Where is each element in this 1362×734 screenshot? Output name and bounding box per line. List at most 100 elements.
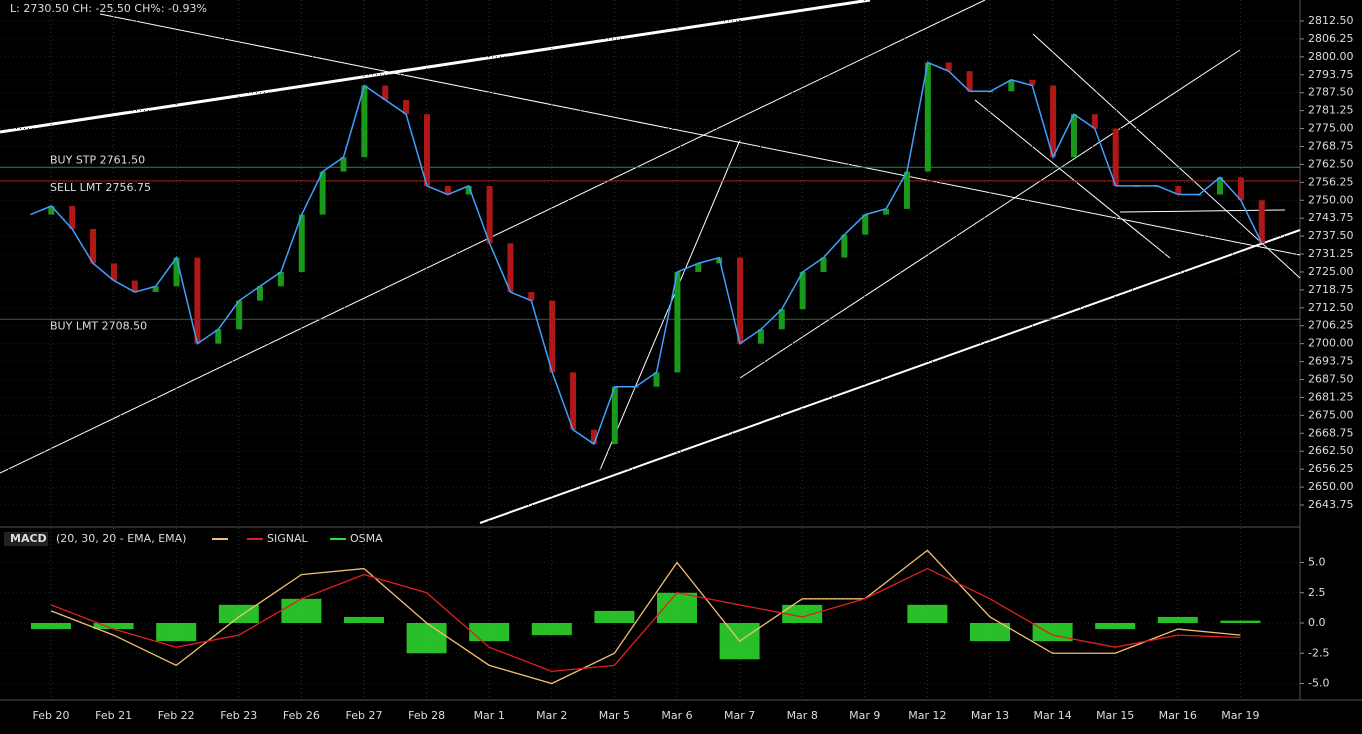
price-tick-label: 2675.00	[1308, 408, 1354, 421]
osma-bar	[469, 623, 510, 642]
candle	[298, 214, 305, 272]
macd-line	[50, 549, 1241, 685]
price-tick-label: 2687.50	[1308, 373, 1354, 386]
header: L: 2730.50 CH: -25.50 CH%: -0.93%	[10, 2, 207, 15]
osma-bar	[156, 623, 197, 642]
price-tick-label: 2806.25	[1308, 32, 1354, 45]
close-line	[30, 61, 1263, 446]
candle	[423, 114, 430, 186]
osma-bar	[1220, 620, 1261, 623]
macd-tick-label: 0.0	[1308, 616, 1326, 629]
candle	[486, 185, 493, 244]
date-label: Mar 15	[1096, 709, 1134, 722]
candle	[257, 286, 264, 301]
candle	[1217, 177, 1224, 195]
candle	[1050, 85, 1057, 158]
date-label: Mar 14	[1033, 709, 1071, 722]
price-tick-label: 2762.50	[1308, 157, 1354, 170]
candle	[507, 243, 514, 293]
candle	[695, 263, 702, 272]
price-tick-label: 2768.75	[1308, 139, 1354, 152]
date-label: Feb 20	[33, 709, 70, 722]
macd-tick-label: -5.0	[1308, 677, 1329, 690]
date-label: Mar 6	[661, 709, 692, 722]
candle	[403, 99, 410, 115]
date-label: Mar 5	[599, 709, 630, 722]
date-label: Mar 2	[536, 709, 567, 722]
date-label: Feb 26	[283, 709, 320, 722]
candle	[1237, 177, 1244, 201]
candle	[444, 185, 451, 195]
macd-title: MACD	[10, 532, 47, 545]
price-tick-label: 2668.75	[1308, 426, 1354, 439]
candle	[570, 372, 577, 430]
osma-bar	[531, 623, 572, 636]
date-label: Mar 1	[474, 709, 505, 722]
price-tick-label: 2700.00	[1308, 337, 1354, 350]
candle	[215, 329, 222, 344]
price-tick-label: 2718.75	[1308, 283, 1354, 296]
macd-tick-label: 5.0	[1308, 556, 1326, 569]
date-label: Feb 22	[158, 709, 195, 722]
osma-bar	[907, 604, 948, 623]
candle	[152, 286, 159, 293]
price-tick-label: 2737.50	[1308, 229, 1354, 242]
candle	[361, 85, 368, 158]
macd-tick-label: -2.5	[1308, 646, 1329, 659]
candle	[924, 62, 931, 172]
legend-box	[4, 532, 48, 546]
candle	[799, 271, 806, 310]
macd-tick-label: 2.5	[1308, 586, 1326, 599]
candle	[340, 157, 347, 172]
candle	[590, 429, 597, 445]
price-tick-label: 2750.00	[1308, 193, 1354, 206]
candle	[69, 205, 76, 229]
candle	[674, 271, 681, 373]
candle	[757, 329, 764, 344]
price-tick-label: 2812.50	[1308, 14, 1354, 27]
candle	[820, 257, 827, 272]
price-tick-label: 2681.25	[1308, 390, 1354, 403]
candle	[966, 71, 973, 92]
candle	[883, 208, 890, 215]
order-label: BUY STP 2761.50	[50, 153, 145, 166]
price-tick-label: 2706.25	[1308, 319, 1354, 332]
candle	[653, 372, 660, 387]
price-tick-label: 2650.00	[1308, 480, 1354, 493]
candle	[48, 205, 55, 215]
candle	[319, 171, 326, 215]
candle	[903, 171, 910, 209]
candle	[173, 257, 180, 287]
candle	[131, 280, 138, 293]
price-tick-label: 2643.75	[1308, 498, 1354, 511]
osma-bar	[93, 623, 134, 630]
date-label: Mar 8	[787, 709, 818, 722]
osma-bar	[218, 604, 259, 623]
price-tick-label: 2725.00	[1308, 265, 1354, 278]
osma-bar	[344, 616, 384, 623]
osma-bar	[281, 598, 322, 623]
price-tick-label: 2781.25	[1308, 104, 1354, 117]
osma-bar	[657, 592, 697, 623]
osma-bar	[406, 623, 447, 654]
osma-bar	[970, 623, 1010, 642]
osma-bar	[31, 623, 71, 630]
candle	[236, 300, 243, 330]
osma-legend: OSMA	[350, 532, 383, 545]
price-tick-label: 2743.75	[1308, 211, 1354, 224]
candle	[1258, 200, 1265, 244]
price-tick-label: 2656.25	[1308, 462, 1354, 475]
date-label: Feb 27	[346, 709, 383, 722]
date-label: Feb 28	[408, 709, 445, 722]
macd-params: (20, 30, 20 - EMA, EMA)	[56, 532, 186, 545]
candle	[1008, 79, 1015, 92]
candle	[382, 85, 389, 100]
date-label: Mar 16	[1159, 709, 1197, 722]
order-label: BUY LMT 2708.50	[50, 319, 147, 332]
price-tick-label: 2712.50	[1308, 301, 1354, 314]
candle	[528, 292, 535, 301]
price-tick-label: 2793.75	[1308, 68, 1354, 81]
osma-bar	[594, 610, 635, 623]
candle	[1175, 185, 1182, 195]
